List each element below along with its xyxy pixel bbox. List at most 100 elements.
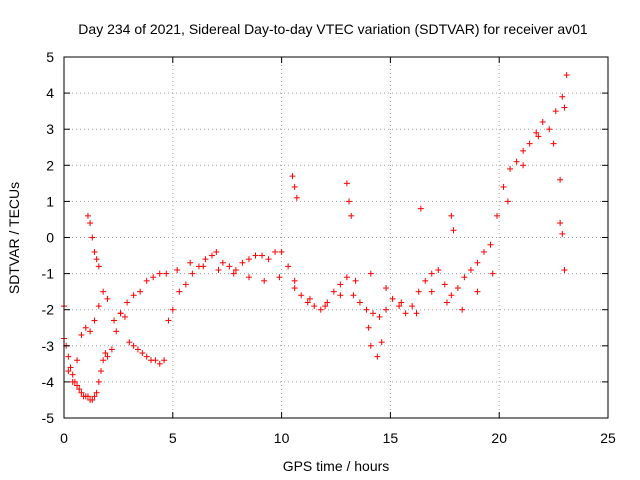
y-tick-label: 1 bbox=[46, 193, 54, 209]
data-point bbox=[304, 299, 311, 306]
data-point bbox=[428, 288, 435, 295]
data-point bbox=[507, 165, 514, 172]
x-tick-label: 20 bbox=[491, 430, 507, 446]
data-point bbox=[87, 220, 94, 227]
data-point bbox=[311, 303, 318, 310]
data-point bbox=[480, 248, 487, 255]
y-tick-label: 2 bbox=[46, 157, 54, 173]
y-tick-label: -1 bbox=[42, 266, 55, 282]
data-point bbox=[526, 140, 533, 147]
data-point bbox=[383, 306, 390, 313]
data-point bbox=[252, 252, 259, 259]
data-point bbox=[557, 220, 564, 227]
data-point bbox=[448, 292, 455, 299]
data-point bbox=[215, 266, 222, 273]
data-point bbox=[487, 241, 494, 248]
data-point bbox=[409, 303, 416, 310]
data-point bbox=[213, 248, 220, 255]
data-point bbox=[65, 368, 72, 375]
data-point bbox=[396, 303, 403, 310]
y-axis-label: SDTVAR / TECUs bbox=[6, 182, 22, 294]
data-point bbox=[317, 306, 324, 313]
data-point bbox=[137, 288, 144, 295]
data-point bbox=[367, 342, 374, 349]
data-point bbox=[322, 303, 329, 310]
data-point bbox=[550, 140, 557, 147]
data-point bbox=[104, 295, 111, 302]
data-point bbox=[226, 263, 233, 270]
data-point bbox=[546, 126, 553, 133]
data-point bbox=[561, 104, 568, 111]
data-point bbox=[100, 357, 107, 364]
data-point bbox=[176, 288, 183, 295]
data-point bbox=[84, 212, 91, 219]
y-tick-label: -4 bbox=[42, 374, 55, 390]
data-point bbox=[552, 108, 559, 115]
data-point bbox=[93, 389, 100, 396]
data-point bbox=[95, 263, 102, 270]
data-point bbox=[350, 292, 357, 299]
x-tick-label: 5 bbox=[169, 430, 177, 446]
data-point bbox=[91, 248, 98, 255]
data-point bbox=[82, 324, 89, 331]
grid bbox=[64, 57, 608, 418]
data-point bbox=[117, 310, 124, 317]
data-point bbox=[102, 350, 109, 357]
data-point bbox=[461, 274, 468, 281]
data-point bbox=[500, 183, 507, 190]
data-point bbox=[291, 277, 298, 284]
data-point bbox=[494, 212, 501, 219]
data-point bbox=[454, 285, 461, 292]
data-point bbox=[169, 306, 176, 313]
data-point bbox=[417, 205, 424, 212]
data-point bbox=[346, 198, 353, 205]
data-point bbox=[245, 274, 252, 281]
data-point bbox=[121, 313, 128, 320]
x-tick-label: 0 bbox=[60, 430, 68, 446]
data-point bbox=[139, 350, 146, 357]
data-point bbox=[230, 270, 237, 277]
data-point bbox=[367, 270, 374, 277]
y-tick-label: 5 bbox=[46, 49, 54, 65]
data-point bbox=[520, 147, 527, 154]
y-tick-label: -3 bbox=[42, 338, 55, 354]
data-point bbox=[291, 183, 298, 190]
data-points bbox=[61, 72, 570, 403]
data-point bbox=[450, 227, 457, 234]
data-point bbox=[111, 317, 118, 324]
data-point bbox=[143, 353, 150, 360]
data-point bbox=[95, 378, 102, 385]
data-point bbox=[265, 256, 272, 263]
data-point bbox=[208, 252, 215, 259]
data-point bbox=[559, 230, 566, 237]
data-point bbox=[69, 371, 76, 378]
y-tick-label: 0 bbox=[46, 230, 54, 246]
data-point bbox=[69, 378, 76, 385]
data-point bbox=[150, 274, 157, 281]
data-point bbox=[561, 266, 568, 273]
x-tick-label: 15 bbox=[383, 430, 399, 446]
data-point bbox=[163, 270, 170, 277]
data-point bbox=[261, 277, 268, 284]
data-point bbox=[435, 266, 442, 273]
data-point bbox=[535, 133, 542, 140]
data-point bbox=[441, 281, 448, 288]
axis-ticks bbox=[63, 56, 609, 419]
data-point bbox=[239, 259, 246, 266]
data-point bbox=[365, 324, 372, 331]
data-point bbox=[124, 299, 131, 306]
data-point bbox=[539, 118, 546, 125]
data-point bbox=[143, 277, 150, 284]
data-point bbox=[306, 295, 313, 302]
data-point bbox=[557, 176, 564, 183]
data-point bbox=[383, 285, 390, 292]
data-point bbox=[156, 270, 163, 277]
data-point bbox=[174, 266, 181, 273]
data-point bbox=[402, 310, 409, 317]
data-point bbox=[130, 292, 137, 299]
data-point bbox=[343, 180, 350, 187]
data-point bbox=[398, 299, 405, 306]
data-point bbox=[272, 248, 279, 255]
data-point bbox=[78, 389, 85, 396]
